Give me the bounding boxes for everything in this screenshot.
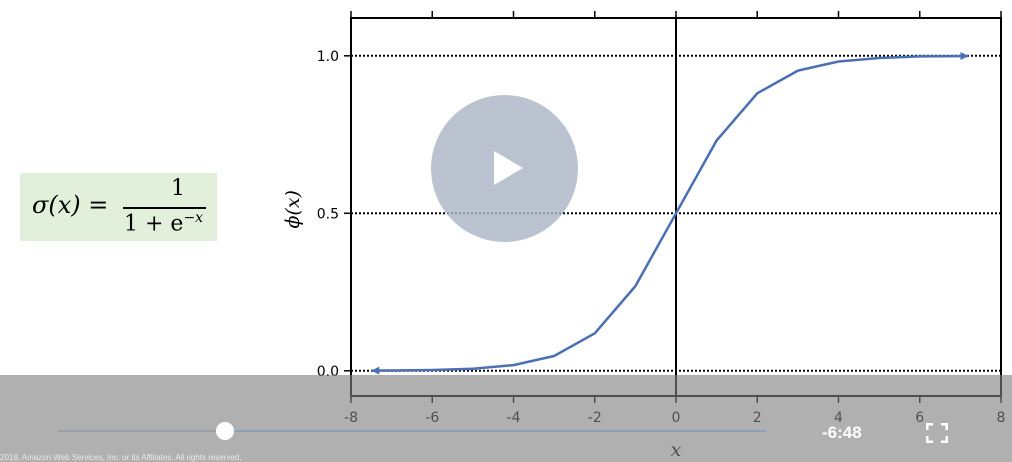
y-tick-label: 0.5	[317, 206, 339, 222]
y-tick-label: 1.0	[317, 49, 339, 65]
formula-lhs: σ(x) =	[32, 191, 109, 219]
play-icon[interactable]	[494, 151, 523, 185]
y-axis-label: ϕ(x)	[282, 190, 304, 229]
copyright-text: 2018, Amazon Web Services, Inc. or its A…	[0, 453, 242, 462]
fullscreen-icon[interactable]	[926, 423, 948, 443]
formula-fraction-bar	[123, 207, 206, 209]
curve-arrow-left	[371, 366, 380, 375]
formula-numerator: 1	[171, 176, 185, 201]
sigmoid-curve	[371, 54, 969, 372]
curve-arrow-right	[960, 52, 969, 61]
time-remaining: -6:48	[822, 423, 862, 442]
formula-denominator: 1 + e−x	[124, 210, 203, 236]
formula-exponent: −x	[183, 210, 204, 226]
scrubber-buffered	[225, 430, 766, 432]
video-control-bar	[0, 375, 1012, 462]
formula-denominator-base: 1 + e	[124, 211, 184, 237]
sigmoid-formula: σ(x) = 1 1 + e−x	[20, 173, 217, 241]
scrubber-played	[58, 430, 225, 432]
scrubber-handle[interactable]	[216, 422, 234, 440]
sigmoid-formula-box: σ(x) = 1 1 + e−x	[20, 173, 217, 241]
